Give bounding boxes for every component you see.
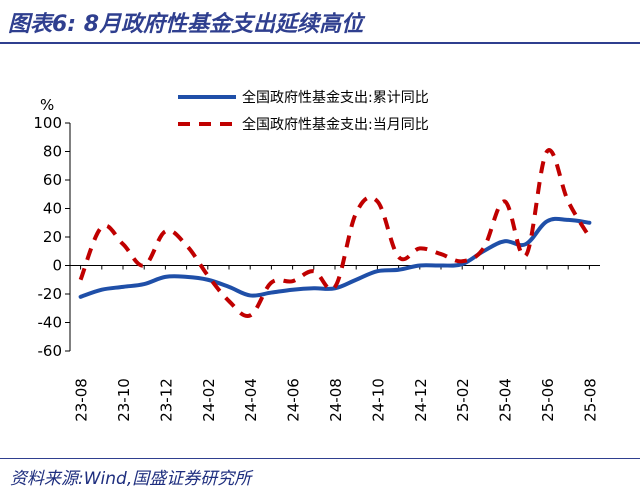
x-tick-label: 25-02: [454, 378, 472, 422]
x-tick-label: 25-04: [497, 378, 515, 422]
source-divider: [0, 458, 640, 459]
y-tick-label: 100: [33, 114, 62, 132]
y-tick-label: -20: [38, 285, 63, 303]
legend-label: 全国政府性基金支出:当月同比: [242, 116, 429, 133]
series-line-cumulative: [78, 216, 592, 299]
figure-title: 图表6: 8月政府性基金支出延续高位: [8, 12, 364, 37]
x-tick-label: 24-02: [200, 378, 218, 422]
y-tick-label: -40: [38, 314, 63, 332]
x-tick-label: 24-12: [412, 378, 430, 422]
series-layer: [78, 148, 592, 318]
x-tick-label: 23-08: [73, 378, 91, 422]
y-tick-label: 0: [52, 257, 62, 275]
x-tick-label: 24-08: [327, 378, 345, 422]
x-tick-label: 24-04: [242, 378, 260, 422]
y-tick-label: 20: [43, 228, 62, 246]
legend-label: 全国政府性基金支出:累计同比: [242, 89, 429, 106]
y-tick-label: 40: [43, 200, 62, 218]
y-axis-unit: %: [40, 96, 54, 114]
x-tick-label: 25-08: [581, 378, 599, 422]
y-tick-label: -60: [38, 342, 63, 360]
series-line-monthly: [78, 148, 592, 318]
x-tick-label: 25-06: [539, 378, 557, 422]
chart-axes: -60 -40 -20 0 20 40 60 80 100% 23-08 23-10 23-12 24-…: [33, 96, 600, 422]
x-tick-label: 23-10: [115, 378, 133, 422]
x-tick-label: 23-12: [157, 378, 175, 422]
title-divider: [0, 42, 640, 44]
source-note: 资料来源:Wind,国盛证券研究所: [10, 469, 252, 489]
y-tick-label: 60: [43, 171, 62, 189]
x-tick-label: 24-10: [369, 378, 387, 422]
y-tick-label: 80: [43, 143, 62, 161]
x-tick-label: 24-06: [285, 378, 303, 422]
